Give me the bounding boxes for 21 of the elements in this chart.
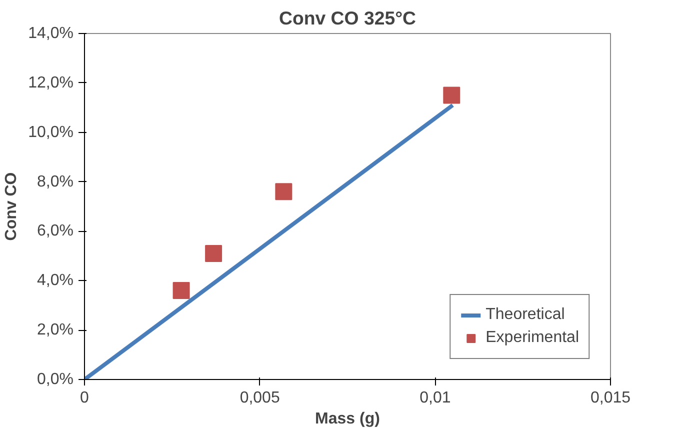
y-tick-label: 6,0% (37, 222, 74, 240)
x-tick-label: 0 (80, 390, 90, 406)
point (205, 244, 222, 262)
chart-title: Conv CO 325°C (278, 8, 416, 28)
legend-label: Experimental (486, 329, 579, 347)
x-axis-title: Mass (g) (315, 410, 380, 428)
y-tick-label: 10,0% (28, 124, 74, 141)
x-tick-label: 0,015 (590, 390, 631, 406)
y-tick-label: 14,0% (28, 25, 74, 42)
y-tick-label: 8,0% (37, 173, 74, 190)
y-tick-label: 4,0% (37, 272, 74, 290)
point (172, 282, 190, 300)
x-tick-label: 0,01 (420, 390, 451, 406)
x-tick-label: 0,005 (240, 390, 280, 406)
y-tick-label: 12,0% (28, 74, 74, 92)
y-tick-label: 2,0% (37, 322, 74, 339)
legend-label: Theoretical (486, 306, 565, 324)
y-axis-title: Conv CO (3, 172, 20, 241)
point (275, 183, 292, 200)
y-tick-label: 0,0% (37, 371, 74, 388)
point (443, 86, 460, 104)
